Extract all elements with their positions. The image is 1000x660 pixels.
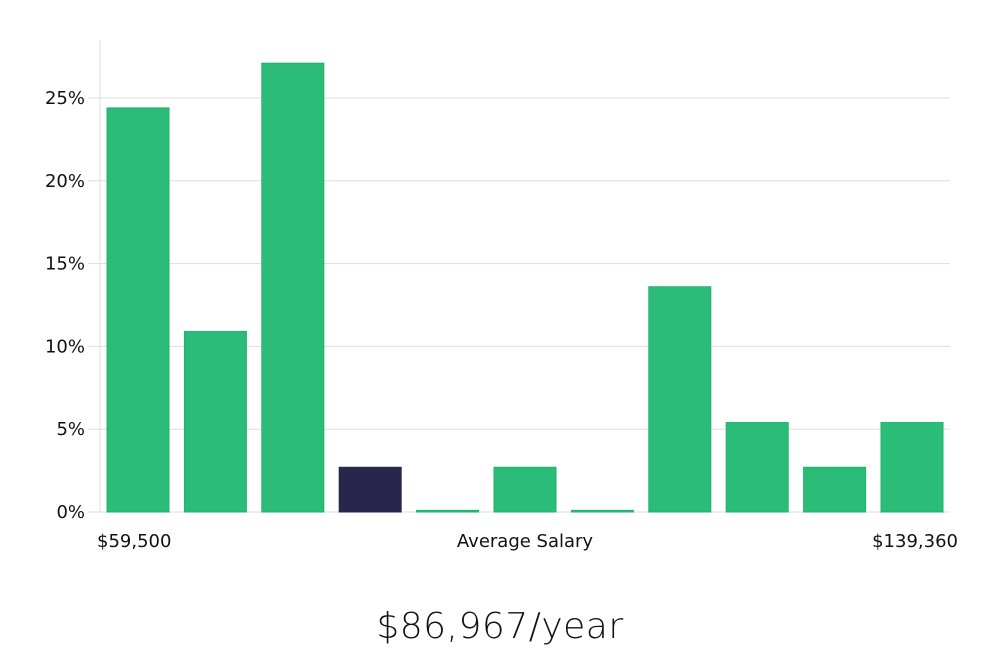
y-tick-label: 0% xyxy=(56,502,85,523)
bar xyxy=(725,422,789,513)
bar xyxy=(880,422,944,513)
y-tick-label: 15% xyxy=(45,254,85,275)
bar xyxy=(106,107,170,513)
y-tick-label: 25% xyxy=(45,88,85,109)
bar xyxy=(648,286,712,513)
x-min-label: $59,500 xyxy=(97,531,171,552)
y-tick-labels: 0% 5% 10% 15% 20% 25% xyxy=(45,88,85,523)
bars xyxy=(106,62,944,513)
y-tick-label: 20% xyxy=(45,171,85,192)
x-max-label: $139,360 xyxy=(872,531,958,552)
bar xyxy=(803,466,867,513)
bar xyxy=(416,509,480,513)
x-axis-title: Average Salary xyxy=(457,531,594,552)
bar xyxy=(570,509,634,513)
average-salary-value: $86,967/year xyxy=(376,606,624,647)
y-tick-label: 5% xyxy=(56,419,85,440)
y-tick-label: 10% xyxy=(45,336,85,357)
bar xyxy=(183,330,247,513)
bar xyxy=(493,466,557,513)
salary-distribution-chart: 0%5%10%15%20%25% $59,500 Average Salary … xyxy=(45,40,958,552)
bar-highlighted xyxy=(338,466,402,513)
bar xyxy=(261,62,325,513)
